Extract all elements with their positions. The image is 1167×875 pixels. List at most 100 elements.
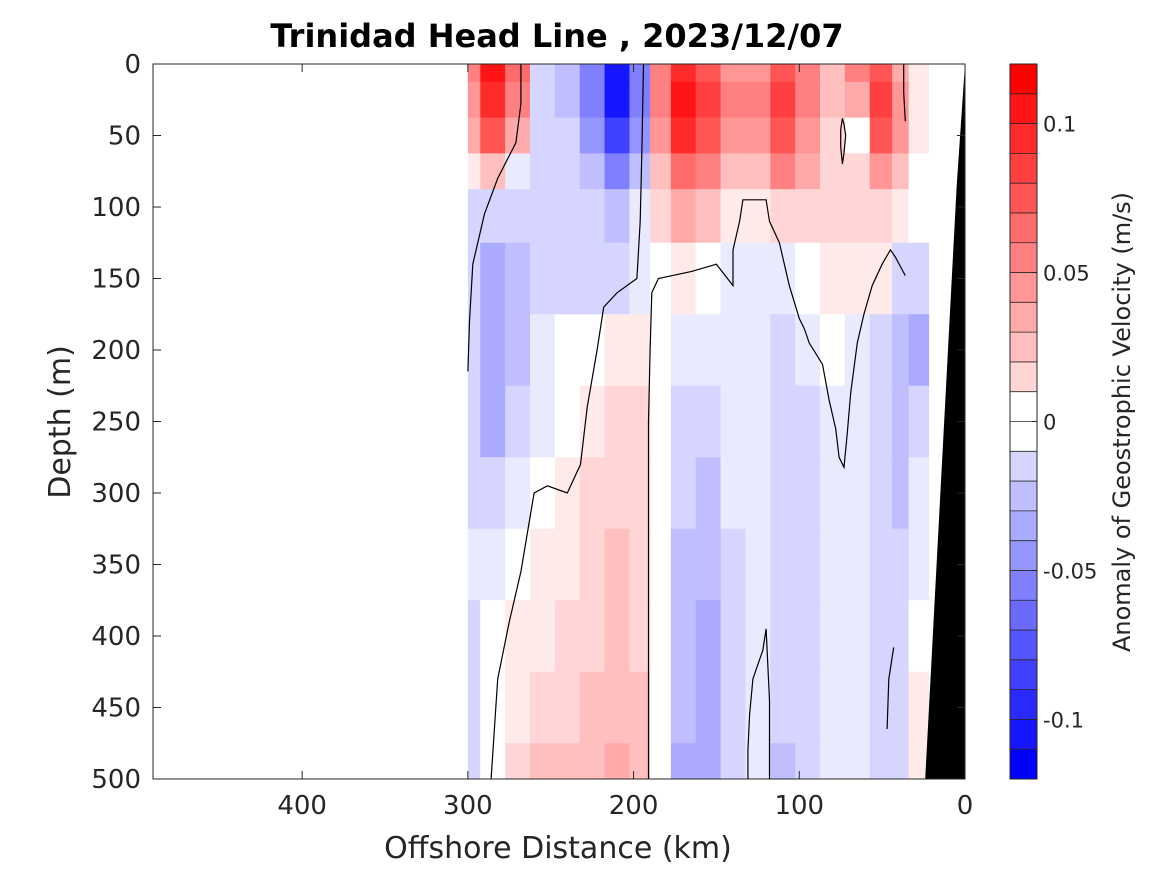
velocity-cell bbox=[745, 385, 771, 458]
y-tick-label: 50 bbox=[108, 122, 141, 152]
velocity-cell bbox=[670, 385, 697, 458]
velocity-cell bbox=[629, 743, 651, 779]
velocity-cell bbox=[467, 528, 481, 601]
velocity-cell bbox=[745, 314, 771, 387]
velocity-cell bbox=[770, 314, 796, 387]
velocity-cell bbox=[720, 600, 747, 673]
velocity-cell bbox=[908, 600, 930, 673]
velocity-cell bbox=[892, 457, 910, 530]
velocity-cell bbox=[554, 81, 581, 119]
velocity-cell bbox=[629, 457, 651, 530]
velocity-cell bbox=[650, 457, 672, 530]
velocity-cell bbox=[795, 600, 821, 673]
velocity-cell bbox=[820, 457, 846, 530]
velocity-cell bbox=[844, 117, 871, 154]
velocity-cell bbox=[908, 457, 930, 530]
velocity-cell bbox=[695, 189, 722, 244]
velocity-cell bbox=[745, 189, 771, 244]
velocity-cell bbox=[908, 117, 930, 154]
velocity-cell bbox=[579, 743, 606, 779]
colorbar-segment bbox=[1010, 421, 1037, 452]
velocity-cell bbox=[844, 242, 871, 315]
velocity-cell bbox=[579, 153, 606, 190]
velocity-cell bbox=[892, 671, 910, 744]
velocity-cell bbox=[844, 671, 871, 744]
velocity-cell bbox=[505, 242, 531, 315]
colorbar-segment bbox=[1010, 749, 1037, 779]
velocity-cell bbox=[604, 528, 631, 601]
velocity-cell bbox=[480, 671, 506, 744]
x-tick-label: 300 bbox=[443, 791, 493, 821]
velocity-cell bbox=[908, 314, 930, 387]
velocity-cell bbox=[554, 189, 581, 244]
velocity-cell bbox=[604, 671, 631, 744]
velocity-cell bbox=[530, 117, 556, 154]
velocity-cell bbox=[670, 153, 697, 190]
velocity-cell bbox=[795, 528, 821, 601]
velocity-cell bbox=[869, 242, 893, 315]
velocity-cell bbox=[467, 457, 481, 530]
velocity-cell bbox=[820, 189, 846, 244]
velocity-cell bbox=[505, 385, 531, 458]
velocity-cell bbox=[467, 153, 481, 190]
velocity-cell bbox=[745, 153, 771, 190]
velocity-cell bbox=[892, 385, 910, 458]
velocity-cell bbox=[629, 242, 651, 315]
x-tick-label: 0 bbox=[957, 791, 974, 821]
velocity-cell bbox=[480, 153, 506, 190]
velocity-cell bbox=[530, 64, 556, 83]
colorbar-segment bbox=[1010, 64, 1037, 94]
velocity-cell bbox=[629, 600, 651, 673]
velocity-cell bbox=[770, 242, 796, 315]
velocity-cell bbox=[579, 64, 606, 83]
velocity-cell bbox=[505, 189, 531, 244]
velocity-cell bbox=[554, 117, 581, 154]
velocity-cell bbox=[820, 153, 846, 190]
velocity-cell bbox=[892, 314, 910, 387]
velocity-cell bbox=[530, 671, 556, 744]
y-tick-label: 100 bbox=[91, 193, 141, 223]
colorbar-segment bbox=[1010, 242, 1037, 273]
velocity-cell bbox=[505, 81, 531, 119]
velocity-cell bbox=[505, 600, 531, 673]
velocity-cell bbox=[844, 314, 871, 387]
velocity-cell bbox=[629, 385, 651, 458]
velocity-cell bbox=[650, 64, 672, 83]
velocity-cell bbox=[892, 743, 910, 779]
velocity-cell bbox=[554, 671, 581, 744]
velocity-cell bbox=[695, 671, 722, 744]
velocity-cell bbox=[650, 189, 672, 244]
colorbar-segment bbox=[1010, 183, 1037, 213]
velocity-cell bbox=[604, 743, 631, 779]
colorbar-segment bbox=[1010, 540, 1037, 571]
velocity-cell bbox=[480, 81, 506, 119]
colorbar-segment bbox=[1010, 630, 1037, 660]
velocity-cell bbox=[670, 671, 697, 744]
velocity-cell bbox=[604, 117, 631, 154]
velocity-cell bbox=[770, 385, 796, 458]
velocity-cell bbox=[720, 64, 747, 83]
zero-contour-line bbox=[747, 628, 771, 779]
y-tick-label: 250 bbox=[91, 408, 141, 438]
zero-contour-line bbox=[490, 64, 645, 779]
velocity-cell bbox=[604, 64, 631, 83]
velocity-cell bbox=[770, 743, 796, 779]
velocity-cell bbox=[869, 600, 893, 673]
velocity-cell bbox=[579, 671, 606, 744]
colorbar-segment bbox=[1010, 570, 1037, 601]
velocity-cell bbox=[604, 81, 631, 119]
velocity-cell bbox=[467, 314, 481, 387]
velocity-cell bbox=[869, 189, 893, 244]
velocity-cell bbox=[480, 64, 506, 83]
colorbar-segment bbox=[1010, 689, 1037, 720]
velocity-cell bbox=[869, 314, 893, 387]
colorbar-segment bbox=[1010, 93, 1037, 124]
velocity-cell bbox=[844, 64, 871, 83]
velocity-cell bbox=[695, 242, 722, 315]
velocity-cell bbox=[579, 242, 606, 315]
velocity-cell bbox=[795, 385, 821, 458]
velocity-cell bbox=[579, 189, 606, 244]
velocity-cell bbox=[869, 528, 893, 601]
velocity-cell bbox=[795, 457, 821, 530]
